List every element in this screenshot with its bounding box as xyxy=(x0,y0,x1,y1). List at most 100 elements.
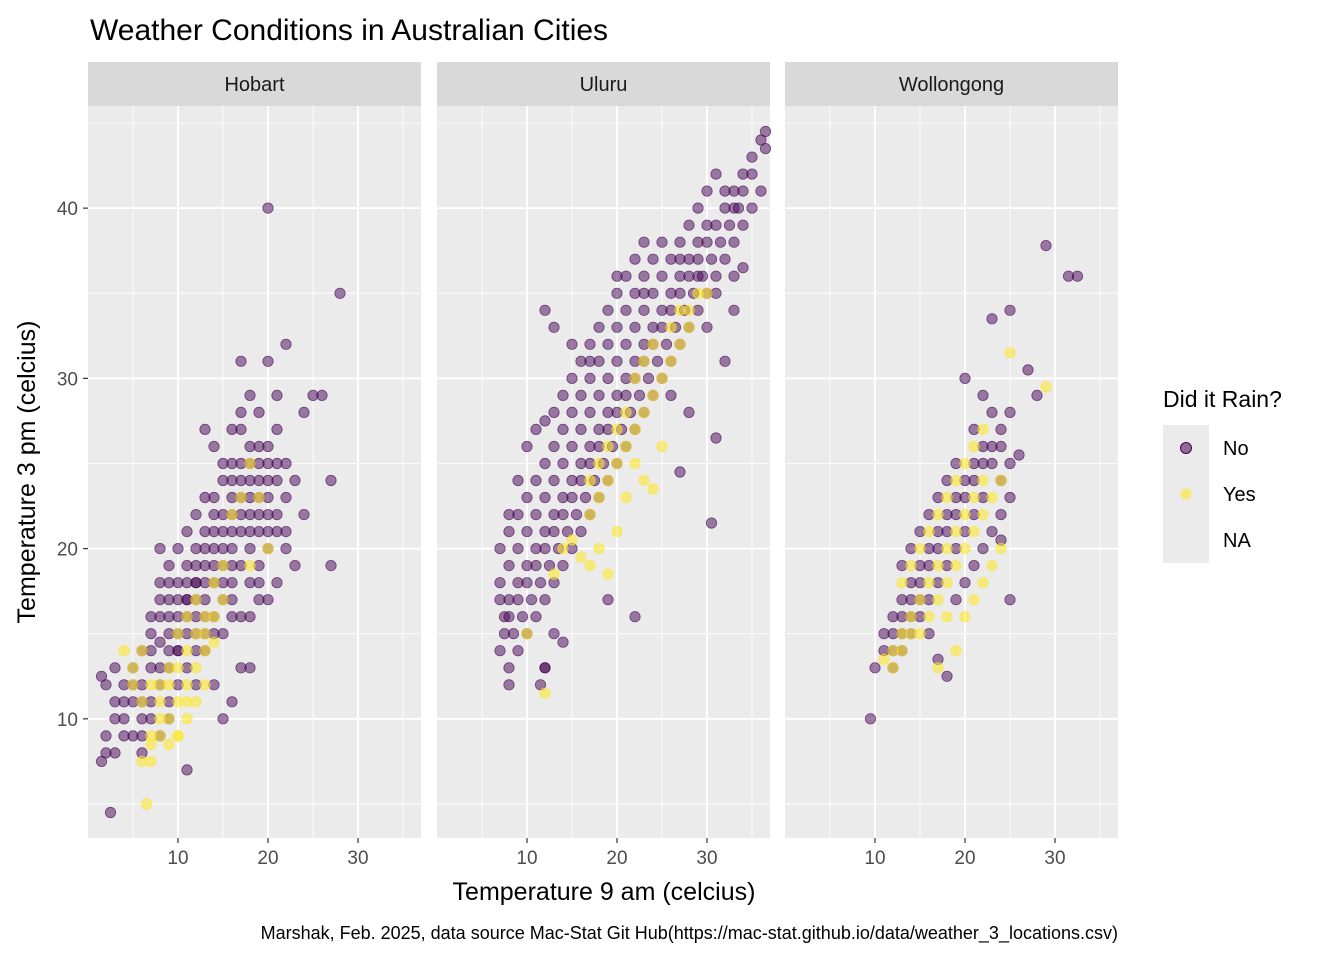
data-point-no xyxy=(656,304,668,316)
data-point-no xyxy=(334,287,346,299)
data-point-no xyxy=(566,372,578,384)
data-point-yes xyxy=(539,687,551,699)
data-point-yes xyxy=(217,594,229,606)
data-point-yes xyxy=(602,474,614,487)
data-point-no xyxy=(575,423,587,435)
data-point-no xyxy=(701,321,713,333)
data-point-no xyxy=(145,628,157,640)
data-point-no xyxy=(548,440,560,453)
data-point-no xyxy=(163,577,175,589)
data-point-no xyxy=(986,313,998,325)
data-point-no xyxy=(593,355,605,367)
legend: Did it Rain? No Yes NA xyxy=(1163,386,1282,563)
data-point-no xyxy=(512,542,524,555)
data-point-no xyxy=(154,594,166,606)
data-point-no xyxy=(593,423,605,435)
data-point-no xyxy=(584,440,596,453)
data-point-no xyxy=(494,645,506,657)
data-point-no xyxy=(714,236,727,248)
data-point-yes xyxy=(647,483,659,495)
data-point-no xyxy=(759,125,772,138)
data-point-no xyxy=(525,594,538,606)
data-point-no xyxy=(710,432,722,444)
data-point-yes xyxy=(575,551,587,563)
data-point-no xyxy=(647,253,659,265)
data-point-yes xyxy=(986,491,998,504)
data-point-no xyxy=(503,525,515,538)
data-point-no xyxy=(995,440,1007,453)
data-point-no xyxy=(244,389,256,401)
data-point-yes xyxy=(118,645,130,657)
data-point-yes xyxy=(968,491,980,504)
data-point-no xyxy=(100,747,112,759)
data-point-yes xyxy=(566,534,578,546)
data-point-no xyxy=(503,662,515,674)
data-point-yes xyxy=(208,577,220,589)
data-point-yes xyxy=(262,542,274,555)
data-point-no xyxy=(728,236,740,248)
data-point-no xyxy=(746,151,758,163)
data-point-yes xyxy=(154,679,166,691)
data-point-no xyxy=(746,202,758,214)
data-point-yes xyxy=(638,406,650,418)
data-point-yes xyxy=(905,611,917,623)
data-point-no xyxy=(539,491,551,504)
data-point-no xyxy=(665,389,677,401)
data-point-yes xyxy=(674,338,686,350)
data-point-no xyxy=(656,236,668,248)
data-point-yes xyxy=(172,730,184,742)
data-point-yes xyxy=(959,508,971,521)
data-point-no xyxy=(665,287,677,299)
data-point-no xyxy=(235,662,247,674)
data-point-no xyxy=(647,321,659,333)
data-point-no xyxy=(530,474,542,487)
data-point-no xyxy=(575,389,587,401)
data-point-yes xyxy=(941,491,953,504)
data-point-yes xyxy=(959,457,971,470)
data-point-no xyxy=(534,577,547,589)
x-tick-label: 30 xyxy=(1044,848,1065,869)
data-point-no xyxy=(154,542,166,555)
data-point-no xyxy=(512,645,524,657)
data-point-yes xyxy=(548,568,560,580)
data-point-no xyxy=(674,236,686,248)
data-point-no xyxy=(557,491,569,504)
data-point-no xyxy=(163,559,175,572)
data-point-no xyxy=(271,457,283,470)
panel-uluru: Uluru 10 20 30 xyxy=(437,62,772,869)
data-point-yes xyxy=(602,440,614,453)
data-point-no xyxy=(539,525,551,538)
data-point-no xyxy=(611,287,623,299)
legend-key-no xyxy=(1180,442,1192,454)
data-point-no xyxy=(217,474,229,487)
data-point-no xyxy=(145,611,157,623)
x-tick-label: 20 xyxy=(954,848,975,869)
data-point-no xyxy=(494,542,506,555)
data-point-no xyxy=(656,270,668,282)
facet-strip-label: Hobart xyxy=(224,74,284,96)
data-point-no xyxy=(494,577,506,589)
data-point-yes xyxy=(905,559,917,572)
data-point-no xyxy=(755,185,767,197)
data-point-yes xyxy=(602,568,614,580)
data-point-no xyxy=(199,423,211,435)
data-point-yes xyxy=(932,662,944,674)
data-point-no xyxy=(1022,364,1034,376)
data-point-no xyxy=(719,185,731,197)
x-tick-label: 10 xyxy=(516,848,537,869)
data-point-no xyxy=(674,270,686,282)
data-point-no xyxy=(548,321,560,333)
data-point-yes xyxy=(136,696,148,708)
data-point-yes xyxy=(163,738,175,751)
data-point-yes xyxy=(620,406,632,418)
chart-caption: Marshak, Feb. 2025, data source Mac-Stat… xyxy=(261,923,1118,944)
data-point-no xyxy=(878,628,890,640)
data-point-yes xyxy=(181,696,193,708)
data-point-yes xyxy=(244,457,256,470)
data-point-no xyxy=(584,372,596,384)
data-point-no xyxy=(629,253,641,265)
data-point-no xyxy=(271,577,283,589)
data-point-yes xyxy=(977,423,989,435)
data-point-yes xyxy=(244,559,256,572)
data-point-no xyxy=(629,321,641,333)
